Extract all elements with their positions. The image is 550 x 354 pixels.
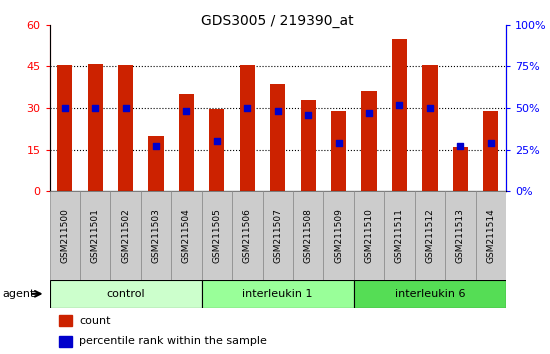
Text: GSM211506: GSM211506 <box>243 208 252 263</box>
Text: GSM211505: GSM211505 <box>212 208 222 263</box>
Text: GSM211503: GSM211503 <box>151 208 161 263</box>
Bar <box>331 111 346 191</box>
Bar <box>262 191 293 280</box>
Bar <box>50 280 202 308</box>
Bar <box>422 65 437 191</box>
Text: GDS3005 / 219390_at: GDS3005 / 219390_at <box>201 14 354 28</box>
Bar <box>171 191 202 280</box>
Bar <box>232 191 262 280</box>
Bar <box>59 315 73 326</box>
Point <box>91 105 100 111</box>
Text: GSM211510: GSM211510 <box>365 208 373 263</box>
Point <box>486 140 495 146</box>
Bar <box>392 39 407 191</box>
Text: GSM211500: GSM211500 <box>60 208 69 263</box>
Text: GSM211512: GSM211512 <box>425 208 435 263</box>
Bar <box>118 65 133 191</box>
Point <box>304 112 312 118</box>
Bar <box>361 91 377 191</box>
Text: GSM211513: GSM211513 <box>456 208 465 263</box>
Bar <box>354 191 384 280</box>
Bar <box>50 191 80 280</box>
Text: count: count <box>79 316 111 326</box>
Text: GSM211508: GSM211508 <box>304 208 313 263</box>
Point <box>365 110 373 116</box>
Point <box>456 143 465 149</box>
Bar <box>202 191 232 280</box>
Text: GSM211514: GSM211514 <box>486 208 496 263</box>
Bar <box>483 111 498 191</box>
Bar <box>323 191 354 280</box>
Text: GSM211504: GSM211504 <box>182 208 191 263</box>
Point <box>426 105 434 111</box>
Bar <box>57 65 73 191</box>
Bar <box>141 191 171 280</box>
Bar <box>80 191 111 280</box>
Bar <box>476 191 506 280</box>
Bar <box>111 191 141 280</box>
Bar <box>179 94 194 191</box>
Bar <box>384 191 415 280</box>
Bar <box>87 64 103 191</box>
Bar <box>148 136 164 191</box>
Bar <box>209 109 224 191</box>
Text: GSM211507: GSM211507 <box>273 208 282 263</box>
Bar <box>270 84 285 191</box>
Bar <box>202 280 354 308</box>
Point <box>273 108 282 114</box>
Point <box>60 105 69 111</box>
Text: GSM211509: GSM211509 <box>334 208 343 263</box>
Bar <box>415 191 445 280</box>
Point <box>121 105 130 111</box>
Text: interleukin 6: interleukin 6 <box>395 289 465 299</box>
Text: control: control <box>106 289 145 299</box>
Bar <box>293 191 323 280</box>
Point <box>395 102 404 108</box>
Text: GSM211501: GSM211501 <box>91 208 100 263</box>
Point <box>334 140 343 146</box>
Bar <box>354 280 506 308</box>
Text: GSM211511: GSM211511 <box>395 208 404 263</box>
Text: percentile rank within the sample: percentile rank within the sample <box>79 336 267 346</box>
Point <box>152 143 161 149</box>
Bar <box>240 65 255 191</box>
Point <box>212 138 221 144</box>
Bar <box>445 191 476 280</box>
Text: interleukin 1: interleukin 1 <box>243 289 313 299</box>
Point <box>243 105 252 111</box>
Bar <box>453 147 468 191</box>
Bar <box>59 336 73 347</box>
Bar <box>300 99 316 191</box>
Point <box>182 108 191 114</box>
Text: GSM211502: GSM211502 <box>121 208 130 263</box>
Text: agent: agent <box>3 289 35 299</box>
